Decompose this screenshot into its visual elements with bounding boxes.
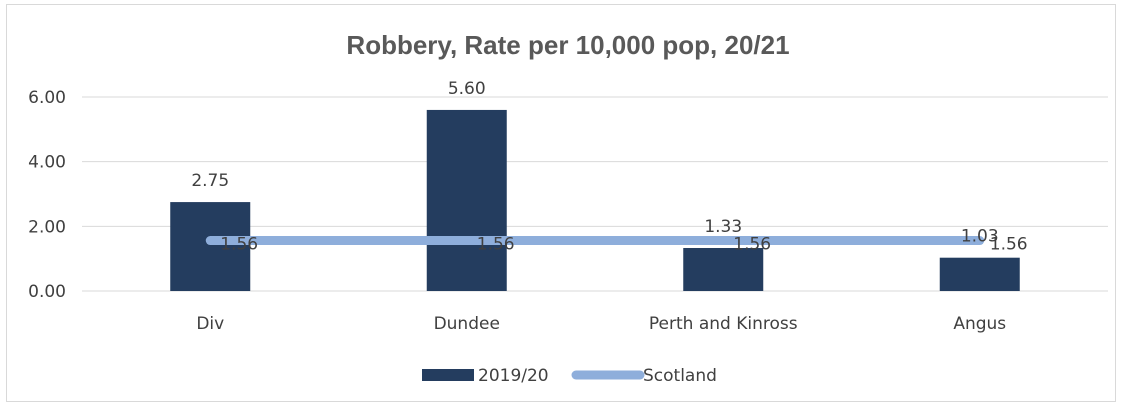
y-tick-label: 4.00 bbox=[28, 153, 66, 173]
bar-data-label: 2.75 bbox=[191, 171, 229, 191]
x-category-label: Angus bbox=[953, 314, 1006, 334]
bar-series bbox=[170, 109, 1020, 291]
line-data-label: 1.56 bbox=[990, 235, 1028, 255]
bar-data-label: 1.33 bbox=[704, 217, 742, 237]
bar bbox=[426, 109, 507, 291]
legend-label: 2019/20 bbox=[478, 366, 549, 386]
line-data-label: 1.56 bbox=[220, 235, 258, 255]
y-axis-ticks: 0.00 2.00 4.00 6.00 bbox=[28, 88, 66, 302]
y-tick-label: 6.00 bbox=[28, 88, 66, 108]
line-data-labels: 1.56 1.56 1.56 1.56 bbox=[220, 235, 1027, 255]
chart-title: Robbery, Rate per 10,000 pop, 20/21 bbox=[346, 30, 789, 60]
bar bbox=[683, 247, 764, 291]
bar-data-label: 1.03 bbox=[961, 227, 999, 247]
bar-data-label: 5.60 bbox=[448, 79, 486, 99]
legend: 2019/20 Scotland bbox=[422, 366, 717, 386]
bar-data-labels: 2.75 5.60 1.33 1.03 bbox=[191, 79, 998, 247]
x-axis-categories: Div Dundee Perth and Kinross Angus bbox=[196, 314, 1006, 334]
gridlines bbox=[82, 96, 1108, 227]
x-category-label: Perth and Kinross bbox=[649, 314, 798, 334]
y-tick-label: 2.00 bbox=[28, 217, 66, 237]
legend-label: Scotland bbox=[643, 366, 717, 386]
line-data-label: 1.56 bbox=[733, 235, 771, 255]
line-data-label: 1.56 bbox=[477, 235, 515, 255]
bar bbox=[939, 257, 1020, 291]
legend-swatch-bar bbox=[422, 369, 474, 381]
y-tick-label: 0.00 bbox=[28, 282, 66, 302]
bar bbox=[170, 202, 251, 291]
x-category-label: Dundee bbox=[434, 314, 500, 334]
x-category-label: Div bbox=[196, 314, 224, 334]
